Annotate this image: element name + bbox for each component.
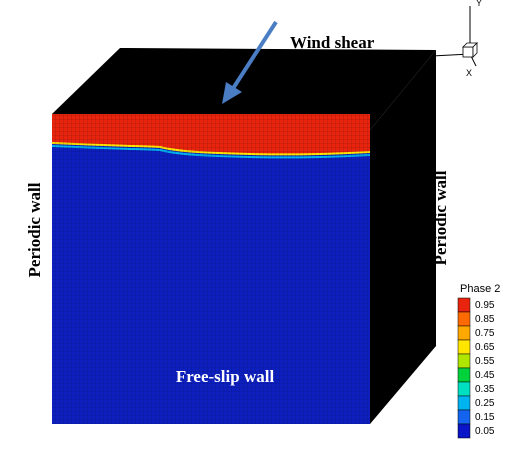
axis-label-y: Y [476, 0, 482, 8]
legend-level-label: 0.75 [475, 328, 495, 339]
periodic-wall-right-label: Periodic wall [431, 170, 450, 265]
legend-level-label: 0.15 [475, 412, 495, 423]
wind-shear-label: Wind shear [290, 33, 375, 52]
legend-swatch [457, 395, 471, 411]
periodic-wall-left-label: Periodic wall [25, 182, 44, 277]
legend-level-label: 0.45 [475, 370, 495, 381]
legend-title: Phase 2 [460, 283, 500, 295]
axis-cube-icon [462, 46, 474, 58]
axis-label-z: Z [421, 51, 427, 61]
legend-swatch [457, 367, 471, 383]
legend-swatch [457, 325, 471, 341]
legend-swatch [457, 409, 471, 425]
legend-level-label: 0.65 [475, 342, 495, 353]
wind-shear-arrow [222, 20, 278, 104]
front-face-mesh [52, 114, 370, 424]
legend-level-label: 0.55 [475, 356, 495, 367]
right-side-face [370, 50, 436, 424]
phase-legend: Phase 2 0.95 0.85 0.75 0.65 0.55 0.45 0.35 0.25… [457, 283, 500, 439]
axis-label-x: X [466, 68, 472, 78]
domain-box [51, 48, 436, 424]
legend-level-label: 0.35 [475, 384, 495, 395]
legend-swatch [457, 381, 471, 397]
free-slip-wall-label: Free-slip wall [176, 367, 275, 386]
legend-level-label: 0.95 [475, 300, 495, 311]
legend-level-label: 0.25 [475, 398, 495, 409]
legend-swatch [457, 339, 471, 355]
legend-level-label: 0.85 [475, 314, 495, 325]
legend-swatch [457, 311, 471, 327]
axis-triad: Y Z X [421, 0, 482, 78]
legend-swatch [457, 353, 471, 369]
legend-swatch [457, 423, 471, 439]
legend-swatch [457, 297, 471, 313]
top-face [52, 48, 436, 130]
legend-level-label: 0.05 [475, 426, 495, 437]
